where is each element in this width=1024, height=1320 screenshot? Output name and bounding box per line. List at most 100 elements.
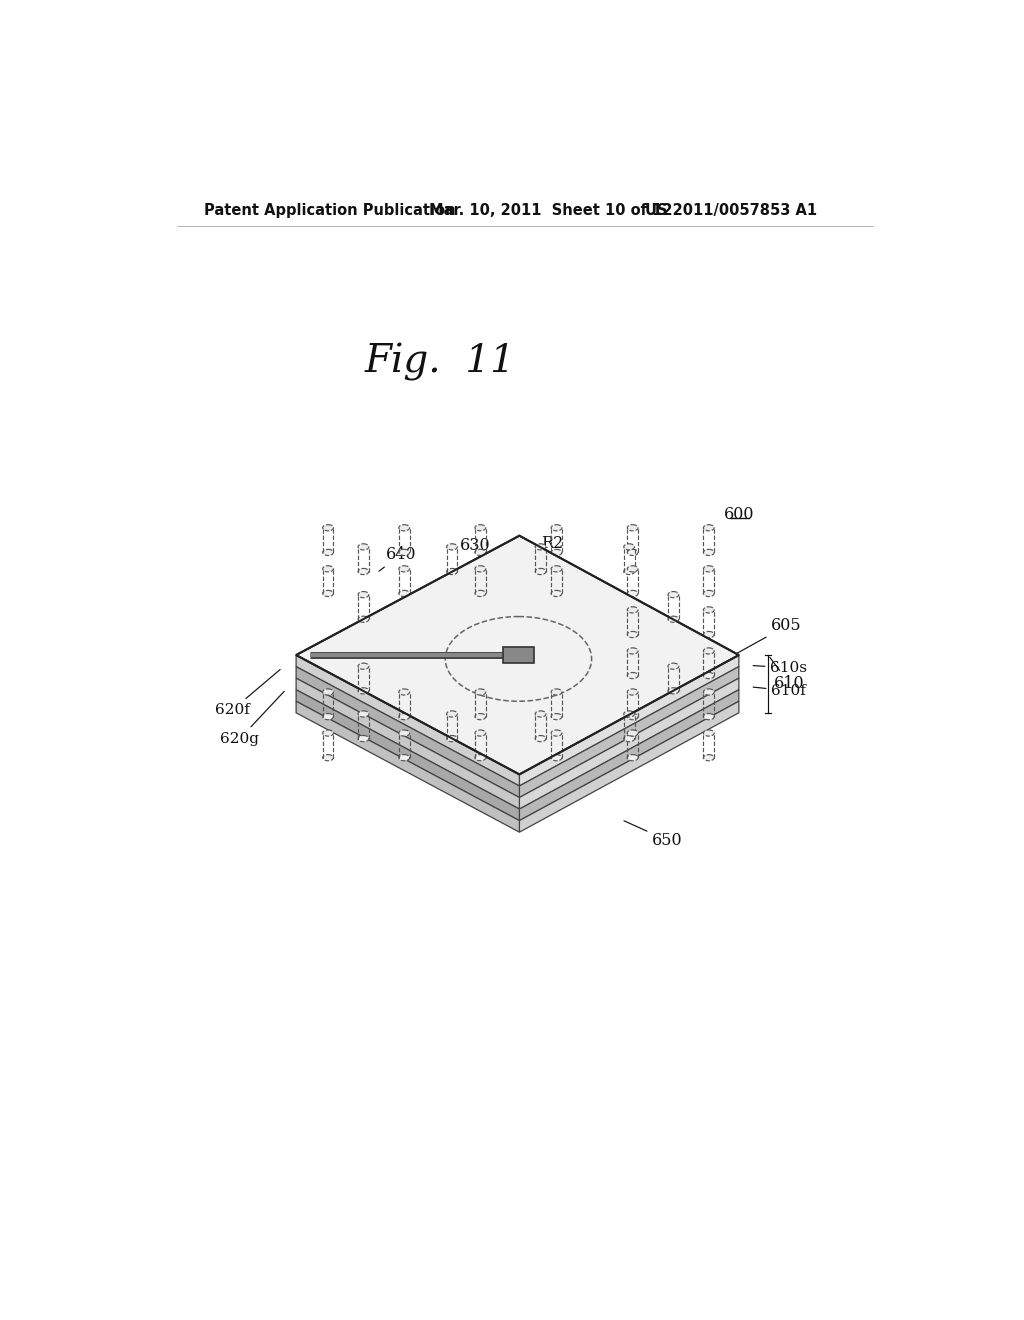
Ellipse shape (323, 730, 334, 737)
Ellipse shape (703, 524, 714, 531)
Polygon shape (296, 701, 519, 832)
Ellipse shape (628, 549, 638, 556)
Text: 610s: 610s (754, 661, 807, 675)
Polygon shape (503, 647, 534, 664)
Ellipse shape (703, 672, 714, 678)
Ellipse shape (551, 549, 562, 556)
Ellipse shape (624, 735, 635, 742)
Ellipse shape (358, 663, 369, 669)
Ellipse shape (551, 590, 562, 597)
Polygon shape (296, 667, 519, 797)
Ellipse shape (475, 549, 485, 556)
Ellipse shape (668, 663, 679, 669)
Ellipse shape (551, 714, 562, 719)
Text: 610f: 610f (754, 684, 806, 698)
Ellipse shape (703, 631, 714, 638)
Polygon shape (296, 689, 519, 821)
Ellipse shape (668, 591, 679, 598)
Ellipse shape (398, 689, 410, 696)
Ellipse shape (624, 569, 635, 574)
Ellipse shape (628, 631, 638, 638)
Ellipse shape (551, 755, 562, 760)
Ellipse shape (446, 711, 458, 717)
Ellipse shape (323, 755, 334, 760)
Text: Mar. 10, 2011  Sheet 10 of 12: Mar. 10, 2011 Sheet 10 of 12 (429, 203, 673, 218)
Polygon shape (519, 689, 739, 821)
Ellipse shape (628, 607, 638, 612)
Ellipse shape (475, 714, 485, 719)
Polygon shape (519, 655, 739, 785)
Ellipse shape (323, 549, 334, 556)
Ellipse shape (536, 569, 546, 574)
Ellipse shape (475, 590, 485, 597)
Polygon shape (519, 701, 739, 832)
Ellipse shape (703, 689, 714, 696)
Polygon shape (296, 536, 739, 775)
Ellipse shape (398, 755, 410, 760)
Ellipse shape (628, 566, 638, 572)
Ellipse shape (628, 590, 638, 597)
Ellipse shape (628, 755, 638, 760)
Ellipse shape (551, 689, 562, 696)
Ellipse shape (628, 524, 638, 531)
Ellipse shape (358, 735, 369, 742)
Ellipse shape (358, 688, 369, 694)
Text: R2: R2 (542, 535, 575, 620)
Ellipse shape (475, 730, 485, 737)
Text: Patent Application Publication: Patent Application Publication (204, 203, 456, 218)
Ellipse shape (358, 544, 369, 550)
Ellipse shape (668, 688, 679, 694)
Ellipse shape (703, 607, 714, 612)
Ellipse shape (398, 714, 410, 719)
Ellipse shape (446, 569, 458, 574)
Ellipse shape (323, 689, 334, 696)
Text: 650: 650 (624, 821, 683, 849)
Text: US 2011/0057853 A1: US 2011/0057853 A1 (645, 203, 817, 218)
Ellipse shape (446, 544, 458, 550)
Ellipse shape (323, 590, 334, 597)
Ellipse shape (703, 755, 714, 760)
Ellipse shape (475, 755, 485, 760)
Ellipse shape (703, 730, 714, 737)
Ellipse shape (398, 730, 410, 737)
Ellipse shape (703, 549, 714, 556)
Ellipse shape (398, 590, 410, 597)
Ellipse shape (398, 566, 410, 572)
Ellipse shape (628, 714, 638, 719)
Ellipse shape (628, 672, 638, 678)
Ellipse shape (446, 735, 458, 742)
Ellipse shape (628, 648, 638, 653)
Ellipse shape (628, 689, 638, 696)
Polygon shape (519, 678, 739, 809)
Text: Fig.  11: Fig. 11 (365, 343, 515, 381)
Ellipse shape (475, 524, 485, 531)
Ellipse shape (323, 566, 334, 572)
Ellipse shape (398, 524, 410, 531)
Ellipse shape (551, 524, 562, 531)
Ellipse shape (358, 711, 369, 717)
Ellipse shape (536, 735, 546, 742)
Text: 600: 600 (724, 506, 754, 523)
Ellipse shape (475, 566, 485, 572)
Ellipse shape (624, 711, 635, 717)
Ellipse shape (536, 711, 546, 717)
Text: 605: 605 (732, 618, 802, 656)
Ellipse shape (668, 616, 679, 622)
Ellipse shape (475, 689, 485, 696)
Polygon shape (296, 678, 519, 809)
Text: 640: 640 (379, 545, 417, 572)
Ellipse shape (323, 524, 334, 531)
Ellipse shape (551, 730, 562, 737)
Polygon shape (519, 667, 739, 797)
Ellipse shape (624, 544, 635, 550)
Ellipse shape (358, 616, 369, 622)
Ellipse shape (628, 730, 638, 737)
Ellipse shape (398, 549, 410, 556)
Ellipse shape (323, 714, 334, 719)
Ellipse shape (703, 566, 714, 572)
Ellipse shape (703, 714, 714, 719)
Text: 620g: 620g (220, 692, 285, 746)
Text: 620f: 620f (215, 669, 281, 717)
Text: 610: 610 (770, 657, 805, 693)
Ellipse shape (358, 591, 369, 598)
